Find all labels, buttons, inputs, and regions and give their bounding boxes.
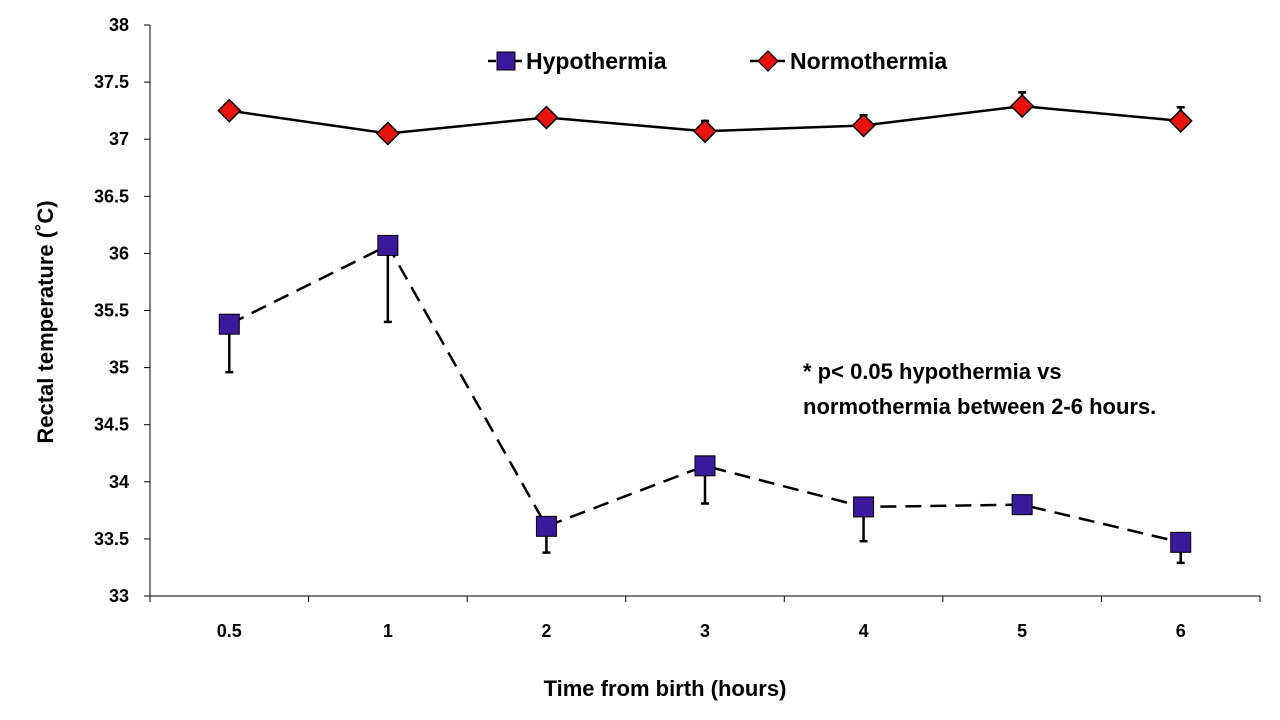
series-hypothermia: [218, 234, 1192, 565]
x-tick-label: 3: [700, 621, 710, 641]
data-point-hypothermia: [1011, 494, 1033, 516]
y-tick-label: 37: [109, 129, 129, 149]
x-tick-label: 5: [1017, 621, 1027, 641]
y-tick-label: 33: [109, 586, 129, 606]
data-point-normothermia: [375, 121, 400, 146]
x-tick-label: 1: [383, 621, 393, 641]
y-tick-label: 37.5: [94, 72, 129, 92]
x-tick-label: 2: [541, 621, 551, 641]
data-point-hypothermia: [853, 496, 875, 518]
x-tick-label: 0.5: [217, 621, 242, 641]
y-tick-label: 34.5: [94, 415, 129, 435]
y-tick-label: 38: [109, 15, 129, 35]
data-point-hypothermia: [694, 455, 716, 477]
legend: Hypothermia Normothermia: [488, 48, 947, 74]
x-tick-label: 6: [1176, 621, 1186, 641]
x-axis-title: Time from birth (hours): [544, 676, 787, 701]
data-point-hypothermia: [535, 515, 557, 537]
data-point-hypothermia: [218, 313, 240, 335]
legend-marker-hypothermia: [496, 51, 516, 71]
data-point-normothermia: [1010, 94, 1035, 119]
data-point-normothermia: [1168, 108, 1193, 133]
annotation-line-2: normothermia between 2-6 hours.: [803, 394, 1156, 419]
y-axis-ticks: 33 33.5 34 34.5 35 35.5 36 36.5 37 37.5 38: [94, 15, 150, 606]
data-point-normothermia: [217, 98, 242, 123]
data-point-normothermia: [851, 113, 876, 138]
y-tick-label: 36.5: [94, 186, 129, 206]
legend-label-hypothermia: Hypothermia: [526, 48, 667, 74]
y-tick-label: 34: [109, 472, 129, 492]
axes: [149, 25, 1260, 597]
y-tick-label: 35.5: [94, 301, 129, 321]
y-tick-label: 36: [109, 243, 129, 263]
y-tick-label: 33.5: [94, 529, 129, 549]
data-point-normothermia: [534, 105, 559, 130]
data-point-normothermia: [692, 119, 718, 144]
series-layer: [217, 91, 1193, 565]
legend-label-normothermia: Normothermia: [790, 48, 947, 74]
x-tick-label: 4: [859, 621, 869, 641]
legend-marker-normothermia: [757, 50, 779, 72]
data-point-hypothermia: [377, 234, 399, 256]
data-point-hypothermia: [1170, 531, 1192, 553]
y-tick-label: 35: [109, 358, 129, 378]
y-axis-title: Rectal temperature (˚C): [33, 200, 58, 443]
x-axis-ticks: 0.5 1 2 3 4 5 6: [149, 596, 1261, 641]
annotation-line-1: * p< 0.05 hypothermia vs: [803, 359, 1062, 384]
series-normothermia: [217, 91, 1193, 146]
